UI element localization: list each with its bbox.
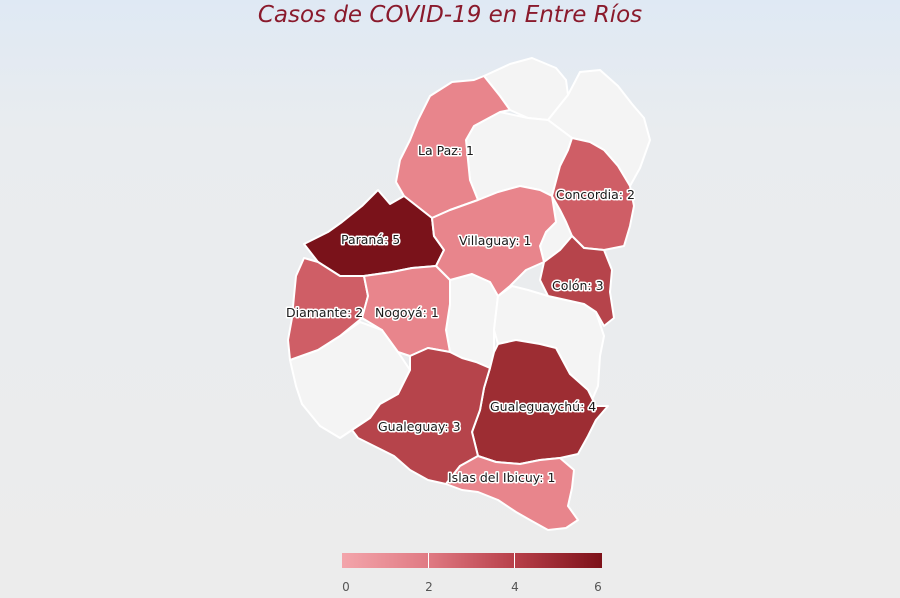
label-villaguay: Villaguay: 1 (459, 233, 532, 248)
label-la-paz: La Paz: 1 (418, 143, 474, 158)
legend-label-6: 6 (594, 580, 602, 594)
legend-tick-2 (428, 553, 429, 568)
region-la-paz[interactable] (395, 75, 511, 219)
legend-label-2: 2 (425, 580, 433, 594)
legend-label-4: 4 (511, 580, 519, 594)
region-concordia[interactable] (551, 137, 635, 251)
label-nogoya: Nogoyá: 1 (375, 305, 439, 320)
legend-label-0: 0 (342, 580, 350, 594)
label-gualeguaychu: Gualeguaychú: 4 (490, 399, 596, 414)
map-title: Casos de COVID-19 en Entre Ríos (257, 2, 643, 28)
label-islas-del-ibicuy: Islas del Ibicuy: 1 (448, 470, 555, 485)
region-diamante[interactable] (287, 257, 369, 361)
region-islas-del-ibicuy[interactable] (445, 455, 579, 531)
legend-color-scale (342, 553, 602, 568)
label-diamante: Diamante: 2 (286, 305, 363, 320)
region-colon[interactable] (539, 235, 615, 327)
label-parana: Paraná: 5 (341, 232, 400, 247)
label-colon: Colón: 3 (552, 278, 604, 293)
color-legend: 0 2 4 6 (342, 553, 602, 594)
legend-tick-4 (514, 553, 515, 568)
label-gualeguay: Gualeguay: 3 (378, 419, 461, 434)
label-concordia: Concordia: 2 (556, 187, 635, 202)
